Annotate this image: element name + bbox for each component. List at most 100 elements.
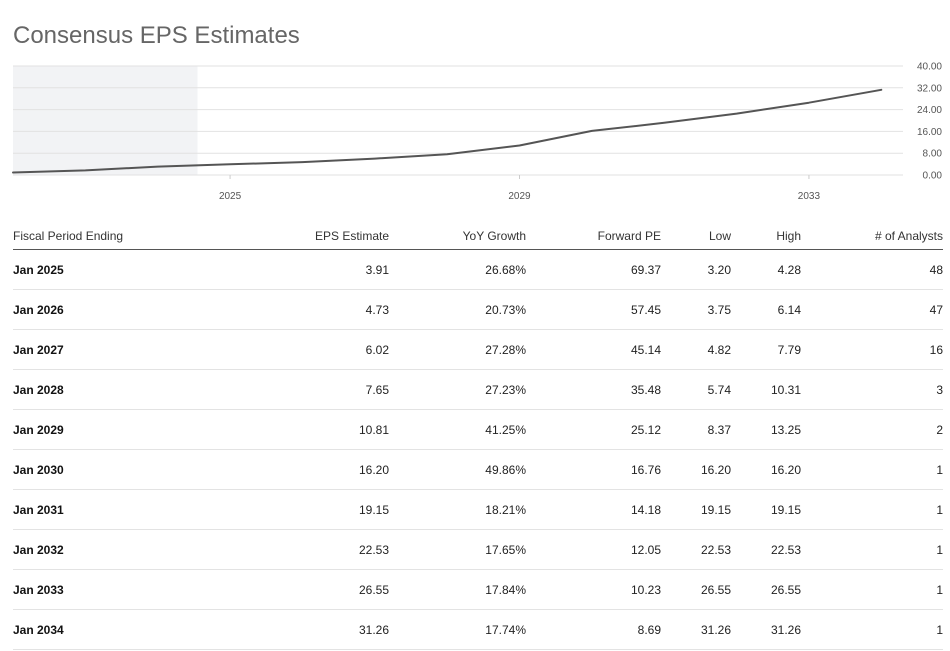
cell-eps-estimate: 31.26	[213, 609, 389, 650]
cell-high: 19.15	[731, 489, 801, 530]
cell-analysts: 2	[801, 409, 943, 450]
cell-eps-estimate: 10.81	[213, 409, 389, 450]
cell-low: 8.37	[661, 409, 731, 450]
cell-high: 7.79	[731, 329, 801, 370]
shaded-history-region	[13, 66, 198, 175]
cell-yoy-growth: 49.86%	[389, 449, 526, 490]
cell-analysts: 47	[801, 289, 943, 330]
table-row: Jan 2026 4.73 20.73% 57.45 3.75 6.14 47	[13, 289, 943, 330]
cell-period: Jan 2031	[13, 489, 213, 530]
y-tick-label: 0.00	[923, 171, 943, 182]
cell-analysts: 1	[801, 489, 943, 530]
cell-low: 22.53	[661, 529, 731, 570]
cell-analysts: 1	[801, 449, 943, 490]
cell-forward-pe: 69.37	[526, 249, 661, 290]
cell-eps-estimate: 7.65	[213, 369, 389, 410]
cell-period: Jan 2032	[13, 529, 213, 570]
cell-period: Jan 2027	[13, 329, 213, 370]
table-header-row: Fiscal Period Ending EPS Estimate YoY Gr…	[13, 223, 943, 250]
cell-forward-pe: 45.14	[526, 329, 661, 370]
cell-high: 22.53	[731, 529, 801, 570]
cell-low: 3.75	[661, 289, 731, 330]
cell-period: Jan 2028	[13, 369, 213, 410]
cell-low: 19.15	[661, 489, 731, 530]
cell-analysts: 48	[801, 249, 943, 290]
column-header-yoy-growth[interactable]: YoY Growth	[389, 223, 526, 250]
cell-period: Jan 2030	[13, 449, 213, 490]
y-tick-label: 8.00	[923, 149, 943, 160]
column-header-fiscal-period[interactable]: Fiscal Period Ending	[13, 223, 213, 250]
cell-forward-pe: 10.23	[526, 569, 661, 610]
cell-eps-estimate: 3.91	[213, 249, 389, 290]
y-tick-label: 32.00	[917, 83, 942, 94]
cell-low: 16.20	[661, 449, 731, 490]
cell-forward-pe: 16.76	[526, 449, 661, 490]
x-tick-label: 2033	[798, 191, 821, 202]
column-header-low[interactable]: Low	[661, 223, 731, 250]
cell-analysts: 1	[801, 529, 943, 570]
cell-yoy-growth: 20.73%	[389, 289, 526, 330]
cell-low: 4.82	[661, 329, 731, 370]
cell-analysts: 16	[801, 329, 943, 370]
cell-high: 16.20	[731, 449, 801, 490]
cell-eps-estimate: 19.15	[213, 489, 389, 530]
cell-eps-estimate: 16.20	[213, 449, 389, 490]
cell-eps-estimate: 6.02	[213, 329, 389, 370]
y-tick-label: 16.00	[917, 127, 942, 138]
cell-eps-estimate: 22.53	[213, 529, 389, 570]
cell-yoy-growth: 17.65%	[389, 529, 526, 570]
cell-forward-pe: 14.18	[526, 489, 661, 530]
x-tick-label: 2025	[219, 191, 242, 202]
cell-eps-estimate: 4.73	[213, 289, 389, 330]
cell-yoy-growth: 27.28%	[389, 329, 526, 370]
cell-yoy-growth: 41.25%	[389, 409, 526, 450]
cell-low: 26.55	[661, 569, 731, 610]
cell-low: 3.20	[661, 249, 731, 290]
cell-low: 31.26	[661, 609, 731, 650]
cell-forward-pe: 25.12	[526, 409, 661, 450]
table-row: Jan 2029 10.81 41.25% 25.12 8.37 13.25 2	[13, 409, 943, 450]
cell-analysts: 1	[801, 609, 943, 650]
cell-period: Jan 2029	[13, 409, 213, 450]
column-header-eps-estimate[interactable]: EPS Estimate	[213, 223, 389, 250]
table-row: Jan 2032 22.53 17.65% 12.05 22.53 22.53 …	[13, 529, 943, 570]
cell-high: 4.28	[731, 249, 801, 290]
table-row: Jan 2034 31.26 17.74% 8.69 31.26 31.26 1	[13, 609, 943, 650]
cell-forward-pe: 8.69	[526, 609, 661, 650]
cell-high: 13.25	[731, 409, 801, 450]
cell-yoy-growth: 17.84%	[389, 569, 526, 610]
column-header-high[interactable]: High	[731, 223, 801, 250]
eps-series-line	[12, 88, 883, 174]
table-row: Jan 2031 19.15 18.21% 14.18 19.15 19.15 …	[13, 489, 943, 530]
cell-yoy-growth: 27.23%	[389, 369, 526, 410]
eps-estimates-table: Fiscal Period Ending EPS Estimate YoY Gr…	[13, 223, 943, 650]
cell-low: 5.74	[661, 369, 731, 410]
cell-forward-pe: 12.05	[526, 529, 661, 570]
column-header-forward-pe[interactable]: Forward PE	[526, 223, 661, 250]
cell-period: Jan 2033	[13, 569, 213, 610]
table-row: Jan 2028 7.65 27.23% 35.48 5.74 10.31 3	[13, 369, 943, 410]
cell-period: Jan 2034	[13, 609, 213, 650]
cell-period: Jan 2026	[13, 289, 213, 330]
page-title: Consensus EPS Estimates	[13, 22, 300, 50]
table-row: Jan 2027 6.02 27.28% 45.14 4.82 7.79 16	[13, 329, 943, 370]
cell-analysts: 1	[801, 569, 943, 610]
table-row: Jan 2033 26.55 17.84% 10.23 26.55 26.55 …	[13, 569, 943, 610]
table-row: Jan 2025 3.91 26.68% 69.37 3.20 4.28 48	[13, 249, 943, 290]
cell-high: 6.14	[731, 289, 801, 330]
y-tick-label: 40.00	[917, 62, 942, 73]
eps-line-chart: 0.00 8.00 16.00 24.00 32.00 40.00 2025 2029 2033	[12, 62, 943, 202]
cell-analysts: 3	[801, 369, 943, 410]
cell-high: 26.55	[731, 569, 801, 610]
cell-period: Jan 2025	[13, 249, 213, 290]
cell-eps-estimate: 26.55	[213, 569, 389, 610]
cell-high: 10.31	[731, 369, 801, 410]
cell-yoy-growth: 17.74%	[389, 609, 526, 650]
column-header-analysts[interactable]: # of Analysts	[801, 223, 943, 250]
cell-forward-pe: 57.45	[526, 289, 661, 330]
x-tick-label: 2029	[508, 191, 531, 202]
cell-yoy-growth: 18.21%	[389, 489, 526, 530]
y-tick-label: 24.00	[917, 105, 942, 116]
cell-forward-pe: 35.48	[526, 369, 661, 410]
table-row: Jan 2030 16.20 49.86% 16.76 16.20 16.20 …	[13, 449, 943, 490]
